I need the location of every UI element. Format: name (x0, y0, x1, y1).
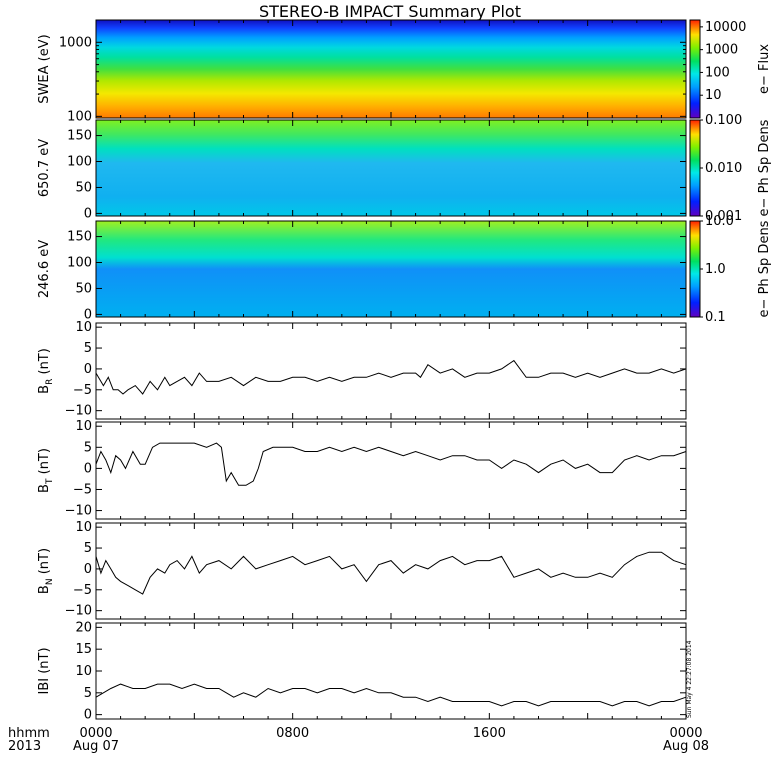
data-trace (95, 683, 687, 707)
y-tick-label: 0 (84, 307, 92, 322)
y-tick-label: −10 (65, 404, 92, 419)
y-tick-label: 20 (75, 620, 92, 635)
data-trace (95, 442, 687, 486)
data-trace (95, 359, 687, 395)
y-label-subscript: R (45, 379, 55, 385)
y-tick-label: 0 (84, 362, 92, 377)
panel-1: 10 100 1000 10000 e− Flux 100 1000 SWEA (eV) (37, 19, 772, 124)
corner-label-year: 2013 (8, 739, 41, 754)
y-tick-label: −10 (65, 504, 92, 519)
colorbar-tick-label: 0.1 (705, 310, 726, 325)
y-tick-label: 0 (84, 206, 92, 221)
y-tick-label: 0 (84, 708, 92, 723)
colorbar-label: e− Ph Sp Dens (757, 220, 772, 317)
y-tick-label: 150 (67, 129, 92, 144)
y-label-subscript: N (45, 578, 55, 585)
generation-timestamp: Sun May 4 22:27:08 2014 (686, 640, 693, 718)
colorbar-tick-label: 1.0 (705, 262, 726, 277)
colorbar-tick-label: 1000 (705, 43, 738, 58)
y-label-subscript: T (45, 478, 55, 485)
time-tick-hhmm: 0800 (276, 726, 309, 741)
spectrogram-fill (96, 20, 686, 118)
panel-frame (95, 522, 687, 620)
y-tick-label: 5 (84, 686, 92, 701)
panel-6: −10 −5 0 5 10 BN (nT) (37, 520, 687, 620)
y-tick-label: 10 (75, 520, 92, 535)
time-tick-date: Aug 07 (73, 739, 119, 754)
y-tick-label: 100 (67, 109, 92, 124)
colorbar: 10 100 1000 10000 e− Flux (689, 19, 772, 119)
plot-title: STEREO-B IMPACT Summary Plot (259, 2, 521, 21)
y-tick-label: 1000 (59, 35, 92, 50)
panel-frame (95, 322, 687, 420)
y-tick-label: 100 (67, 256, 92, 271)
spectrogram-fill (96, 221, 686, 317)
colorbar-label: e− Flux (757, 44, 772, 94)
colorbar-gradient (689, 220, 701, 318)
y-tick-label: 0 (84, 562, 92, 577)
colorbar-gradient (689, 119, 701, 217)
y-label-unit: (nT) (37, 448, 52, 478)
time-tick-hhmm: 1600 (473, 726, 506, 741)
y-tick-label: 15 (75, 642, 92, 657)
y-axis-label: BT (nT) (37, 448, 55, 493)
colorbar-tick-label: 0.100 (705, 113, 742, 128)
y-tick-label: 100 (67, 155, 92, 170)
y-label-unit: (nT) (37, 348, 52, 378)
time-tick-hhmm: 0000 (669, 726, 702, 741)
colorbar-gradient (689, 19, 701, 119)
y-tick-label: 0 (84, 461, 92, 476)
colorbar-tick-label: 10 (705, 88, 722, 103)
colorbar-tick-label: 0.010 (705, 161, 742, 176)
panel-4: −10 −5 0 5 10 BR (nT) (37, 320, 687, 420)
y-tick-label: −10 (65, 604, 92, 619)
y-tick-label: −5 (73, 383, 92, 398)
y-tick-label: 5 (84, 440, 92, 455)
panel-2: 0.001 0.010 0.100 e− Ph Sp Dens 0 50 100 150 650… (37, 113, 772, 224)
y-axis-label: BN (nT) (37, 548, 55, 594)
panel-5: −10 −5 0 5 10 BT (nT) (37, 419, 687, 520)
panel-3: 0.1 1.0 10.0 e− Ph Sp Dens 0 50 100 150 246.6 eV (37, 214, 772, 325)
y-axis-label: 650.7 eV (37, 139, 52, 197)
y-tick-label: 10 (75, 320, 92, 335)
y-tick-label: 50 (75, 180, 92, 195)
y-tick-label: 10 (75, 664, 92, 679)
time-tick-hhmm: 0000 (79, 726, 112, 741)
colorbar-tick-label: 10000 (705, 20, 746, 35)
y-label-main: B (37, 484, 52, 493)
y-tick-label: 5 (84, 541, 92, 556)
panel-frame (95, 622, 687, 720)
y-axis-label: IBI (nT) (37, 647, 52, 694)
corner-label-hhmm: hhmm (8, 726, 50, 741)
y-axis-label: SWEA (eV) (37, 34, 52, 103)
panel-7: 0 5 10 15 20 IBI (nT) (37, 620, 687, 723)
colorbar: 0.001 0.010 0.100 e− Ph Sp Dens (689, 113, 772, 224)
colorbar-tick-label: 100 (705, 65, 730, 80)
y-label-main: B (37, 385, 52, 394)
y-tick-label: 10 (75, 419, 92, 434)
y-axis-label: 246.6 eV (37, 240, 52, 298)
y-axis-label: BR (nT) (37, 348, 55, 394)
y-tick-label: 5 (84, 341, 92, 356)
y-label-unit: (nT) (37, 548, 52, 578)
y-tick-label: −5 (73, 482, 92, 497)
y-tick-label: −5 (73, 583, 92, 598)
colorbar-tick-label: 0.001 (705, 209, 742, 224)
time-tick-date: Aug 08 (663, 739, 709, 754)
colorbar: 0.1 1.0 10.0 e− Ph Sp Dens (689, 214, 772, 325)
colorbar-label: e− Ph Sp Dens (757, 119, 772, 216)
colorbar-tick-label: 10.0 (705, 214, 734, 229)
data-trace (95, 551, 687, 595)
y-tick-label: 150 (67, 230, 92, 245)
y-label-main: B (37, 585, 52, 594)
spectrogram-fill (96, 120, 686, 216)
y-tick-label: 50 (75, 281, 92, 296)
